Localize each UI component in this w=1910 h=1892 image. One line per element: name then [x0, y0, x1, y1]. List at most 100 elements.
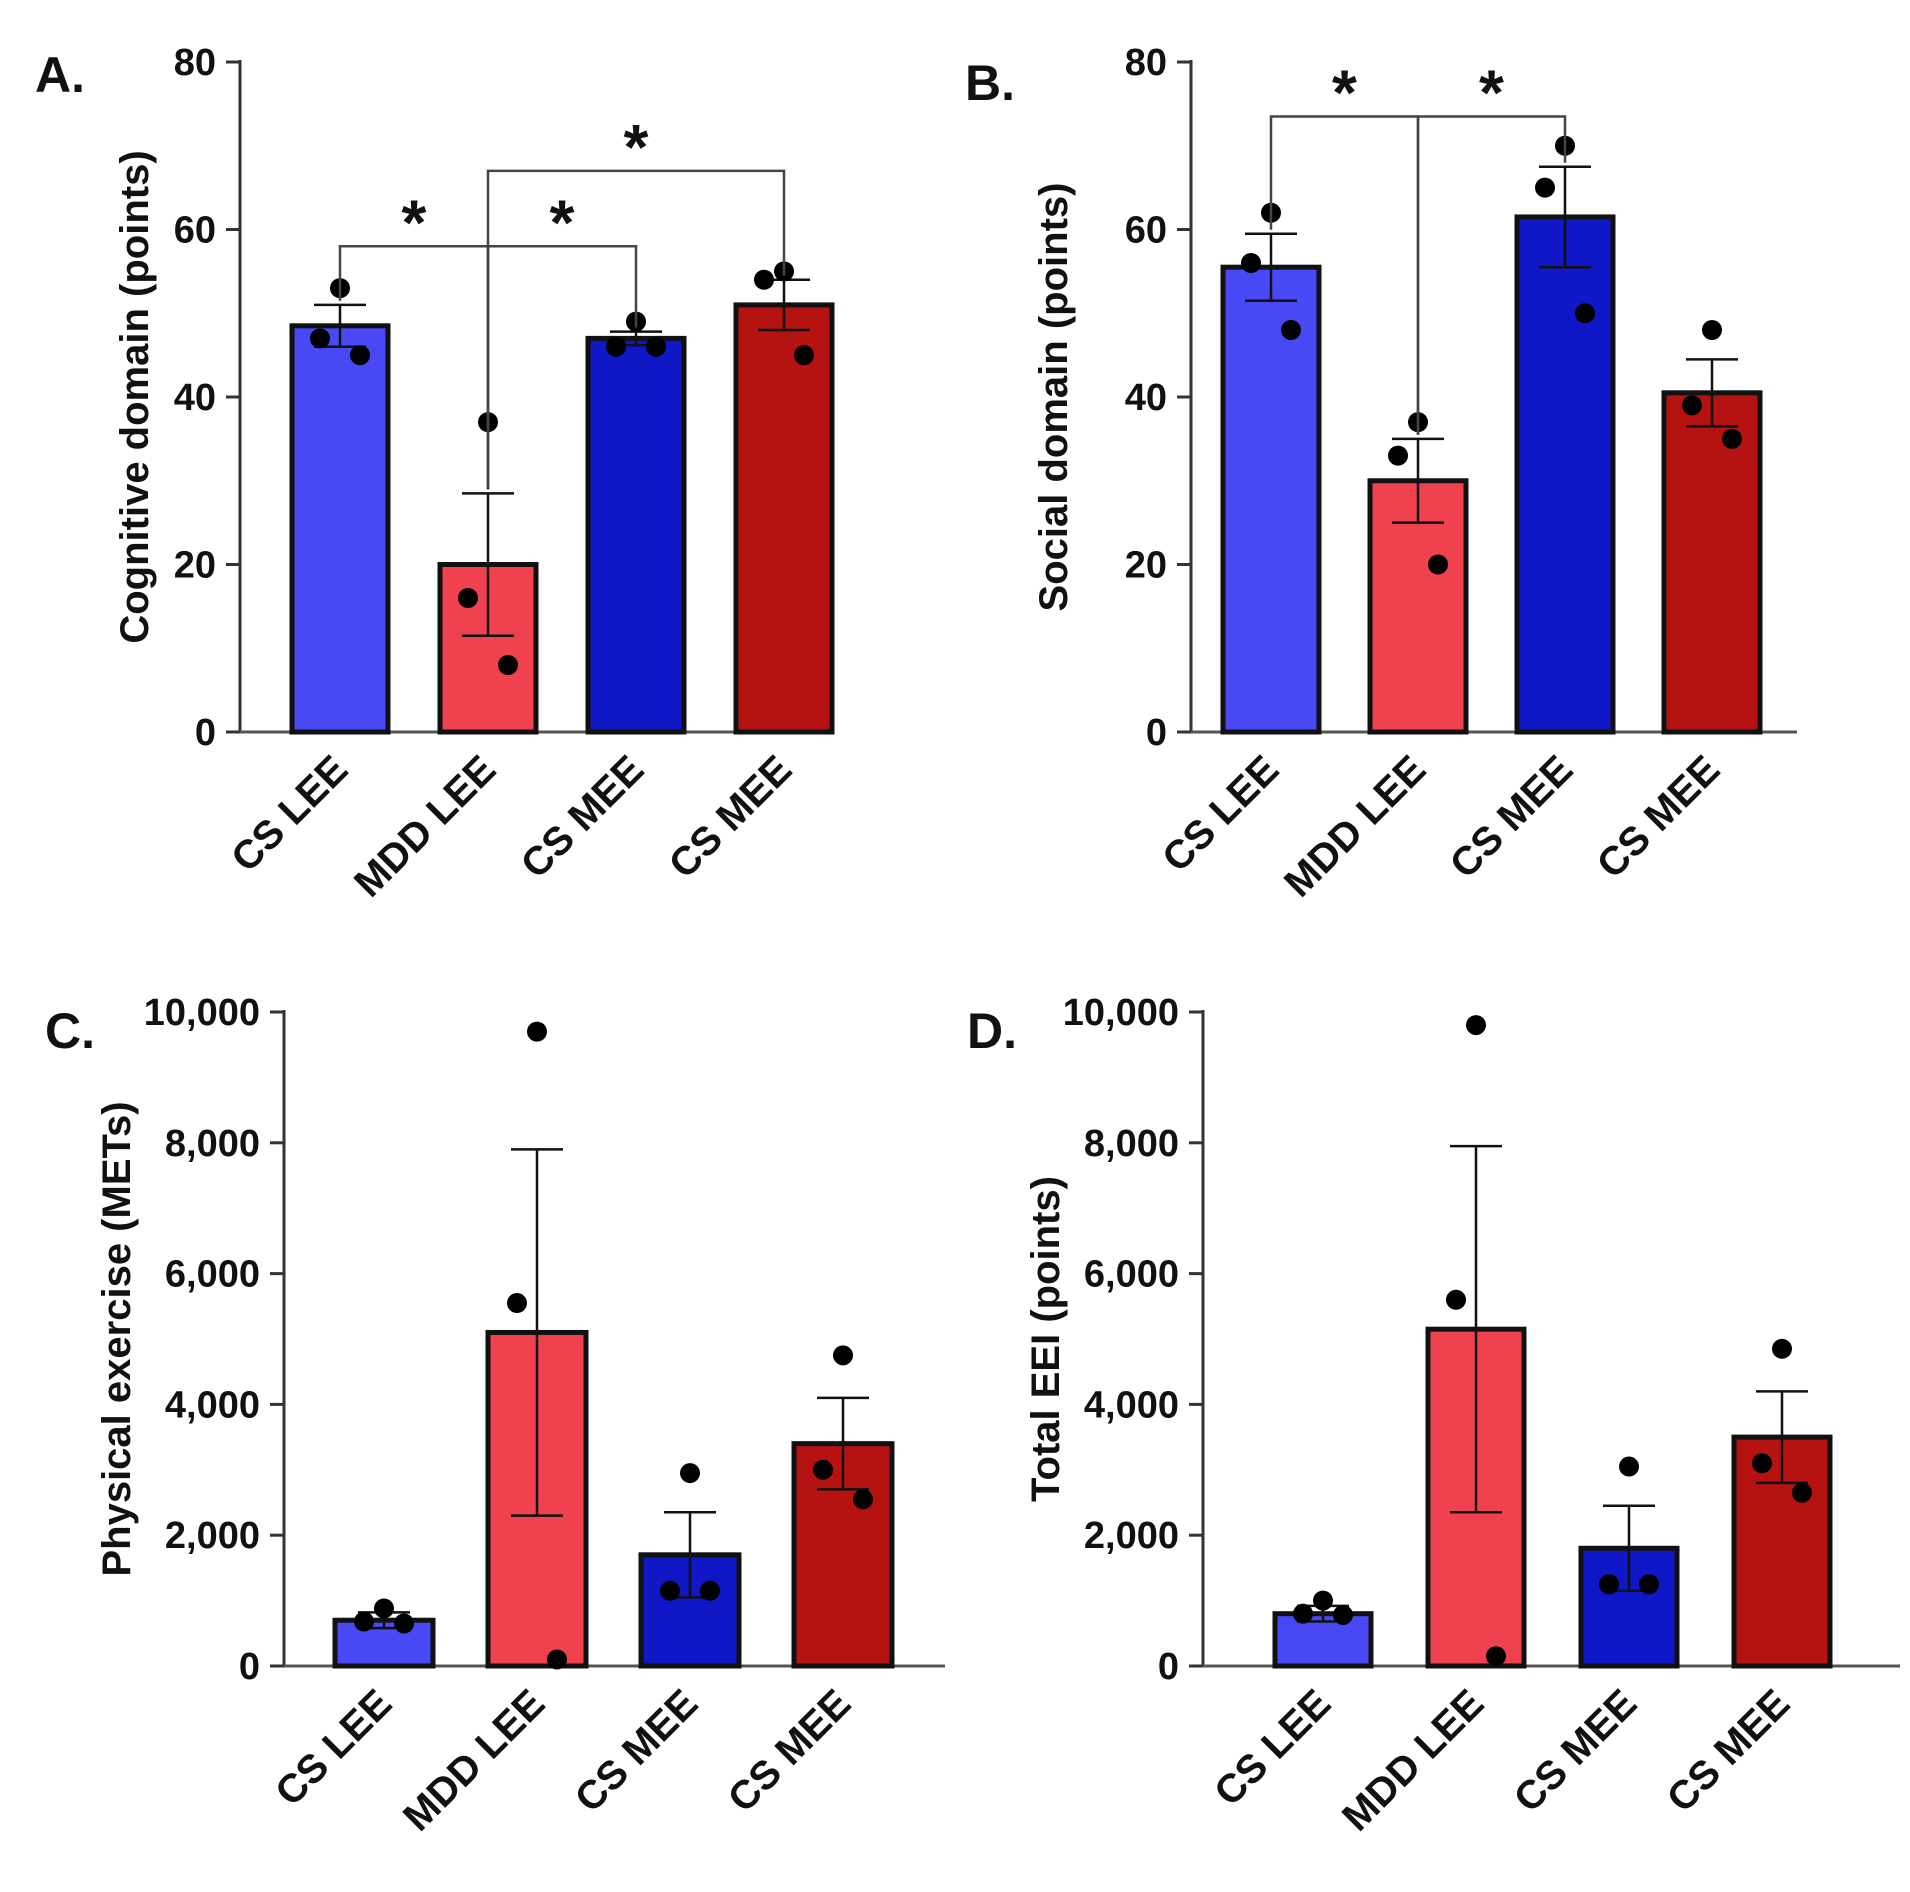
data-point: [498, 655, 518, 675]
data-point: [1466, 1015, 1486, 1036]
y-tick-label: 80: [174, 42, 216, 84]
data-point: [1428, 554, 1448, 575]
data-point: [527, 1021, 547, 1042]
y-tick-label: 60: [1125, 210, 1167, 252]
y-tick-label: 0: [1158, 1646, 1179, 1688]
panel-d: D. 0 2,000 4,000 6,000 8,000 10,000 Total EEI (…: [955, 946, 1910, 1892]
bar: [585, 335, 687, 735]
data-point: [1682, 395, 1702, 416]
bar: [1661, 390, 1763, 735]
category-label: CS MEE: [720, 1681, 860, 1821]
significance-bracket: [1416, 115, 1567, 435]
y-tick-label: 40: [1125, 377, 1167, 419]
significance-star: *: [624, 111, 649, 183]
significance-star: *: [402, 186, 427, 258]
data-point: [1702, 320, 1722, 340]
data-point: [1241, 253, 1261, 273]
category-label: CS LEE: [1154, 747, 1287, 880]
y-tick-label: 20: [1125, 545, 1167, 587]
category-label: CS MEE: [1589, 747, 1729, 887]
significance-star: *: [550, 186, 575, 258]
data-point: [350, 345, 370, 366]
category-label: MDD LEE: [395, 1681, 553, 1839]
category-label: CS MEE: [1506, 1681, 1646, 1821]
bar: [1220, 264, 1322, 735]
data-point: [754, 269, 774, 290]
y-tick-label: 60: [174, 210, 216, 252]
significance-star: *: [1479, 56, 1504, 128]
panel-a: A. 0 20 40 60 80 Cognitive domain (points) CS L…: [0, 0, 955, 946]
y-tick-label: 80: [1125, 42, 1167, 84]
bar: [733, 302, 835, 735]
significance-star: *: [1332, 56, 1357, 128]
data-point: [1619, 1456, 1639, 1477]
y-tick-label: 2,000: [165, 1515, 260, 1557]
y-tick-label: 6,000: [165, 1254, 260, 1296]
y-tick-label: 2,000: [1084, 1515, 1179, 1557]
category-label: CS LEE: [1206, 1681, 1339, 1814]
y-tick-label: 4,000: [1084, 1384, 1179, 1426]
data-point: [1639, 1574, 1659, 1595]
data-point: [1388, 445, 1408, 466]
data-point: [1575, 303, 1595, 324]
category-label: CS MEE: [567, 1681, 707, 1821]
data-point: [646, 336, 666, 357]
data-point: [1772, 1338, 1792, 1359]
category-label: CS LEE: [223, 747, 356, 880]
data-point: [310, 328, 330, 349]
bar: [1514, 214, 1616, 735]
category-label: MDD LEE: [1276, 747, 1434, 905]
data-point: [1293, 1603, 1313, 1624]
y-tick-label: 40: [174, 377, 216, 419]
y-tick-label: 20: [174, 545, 216, 587]
data-point: [660, 1580, 680, 1601]
y-axis-title: Social domain (points): [1032, 183, 1076, 612]
category-label: CS LEE: [267, 1681, 400, 1814]
y-tick-label: 6,000: [1084, 1254, 1179, 1296]
chart-b-svg: B. 0 20 40 60 80 Social domain (points) CS LEEM…: [965, 42, 1797, 906]
y-tick-label: 0: [1146, 712, 1167, 754]
y-tick-label: 8,000: [165, 1123, 260, 1165]
data-point: [1313, 1590, 1333, 1611]
panel-letter: C.: [45, 1003, 95, 1059]
y-axis-title: Total EEI (points): [1024, 1176, 1068, 1502]
data-point: [458, 588, 478, 608]
data-point: [1599, 1574, 1619, 1595]
y-tick-label: 4,000: [165, 1384, 260, 1426]
data-point: [547, 1649, 567, 1670]
category-label: CS MEE: [1442, 747, 1582, 887]
chart-d-svg: D. 0 2,000 4,000 6,000 8,000 10,000 Total EEI (…: [967, 992, 1900, 1840]
panel-b: B. 0 20 40 60 80 Social domain (points) CS LEE M…: [955, 0, 1910, 946]
y-tick-label: 8,000: [1084, 1123, 1179, 1165]
panel-letter: B.: [965, 55, 1015, 111]
data-point: [853, 1489, 873, 1510]
data-point: [1446, 1289, 1466, 1310]
chart-a-svg: A. 0 20 40 60 80 Cognitive domain (points) CS L…: [35, 42, 835, 906]
data-point: [507, 1293, 527, 1314]
category-label: MDD LEE: [346, 747, 504, 905]
data-point: [354, 1611, 374, 1632]
category-label: CS MEE: [513, 747, 653, 887]
data-point: [1486, 1646, 1506, 1667]
category-label: CS MEE: [1659, 1681, 1799, 1821]
data-point: [1333, 1604, 1353, 1625]
data-point: [1792, 1482, 1812, 1503]
data-point: [794, 345, 814, 366]
data-point: [813, 1459, 833, 1480]
y-tick-label: 0: [195, 712, 216, 754]
category-label: MDD LEE: [1334, 1681, 1492, 1839]
y-tick-label: 0: [239, 1646, 260, 1688]
data-point: [1752, 1453, 1772, 1474]
panel-c: C. 0 2,000 4,000 6,000 8,000 10,000 Physical ex…: [0, 946, 955, 1892]
data-point: [606, 336, 626, 357]
chart-c-svg: C. 0 2,000 4,000 6,000 8,000 10,000 Physical ex…: [45, 992, 945, 1840]
y-axis-title: Physical exercise (METs): [95, 1101, 139, 1576]
data-point: [833, 1345, 853, 1366]
data-point: [394, 1613, 414, 1634]
data-point: [700, 1580, 720, 1601]
data-point: [374, 1598, 394, 1619]
panel-letter: D.: [967, 1003, 1017, 1059]
data-point: [1535, 177, 1555, 198]
category-label: CS MEE: [661, 747, 801, 887]
panel-letter: A.: [35, 47, 85, 103]
